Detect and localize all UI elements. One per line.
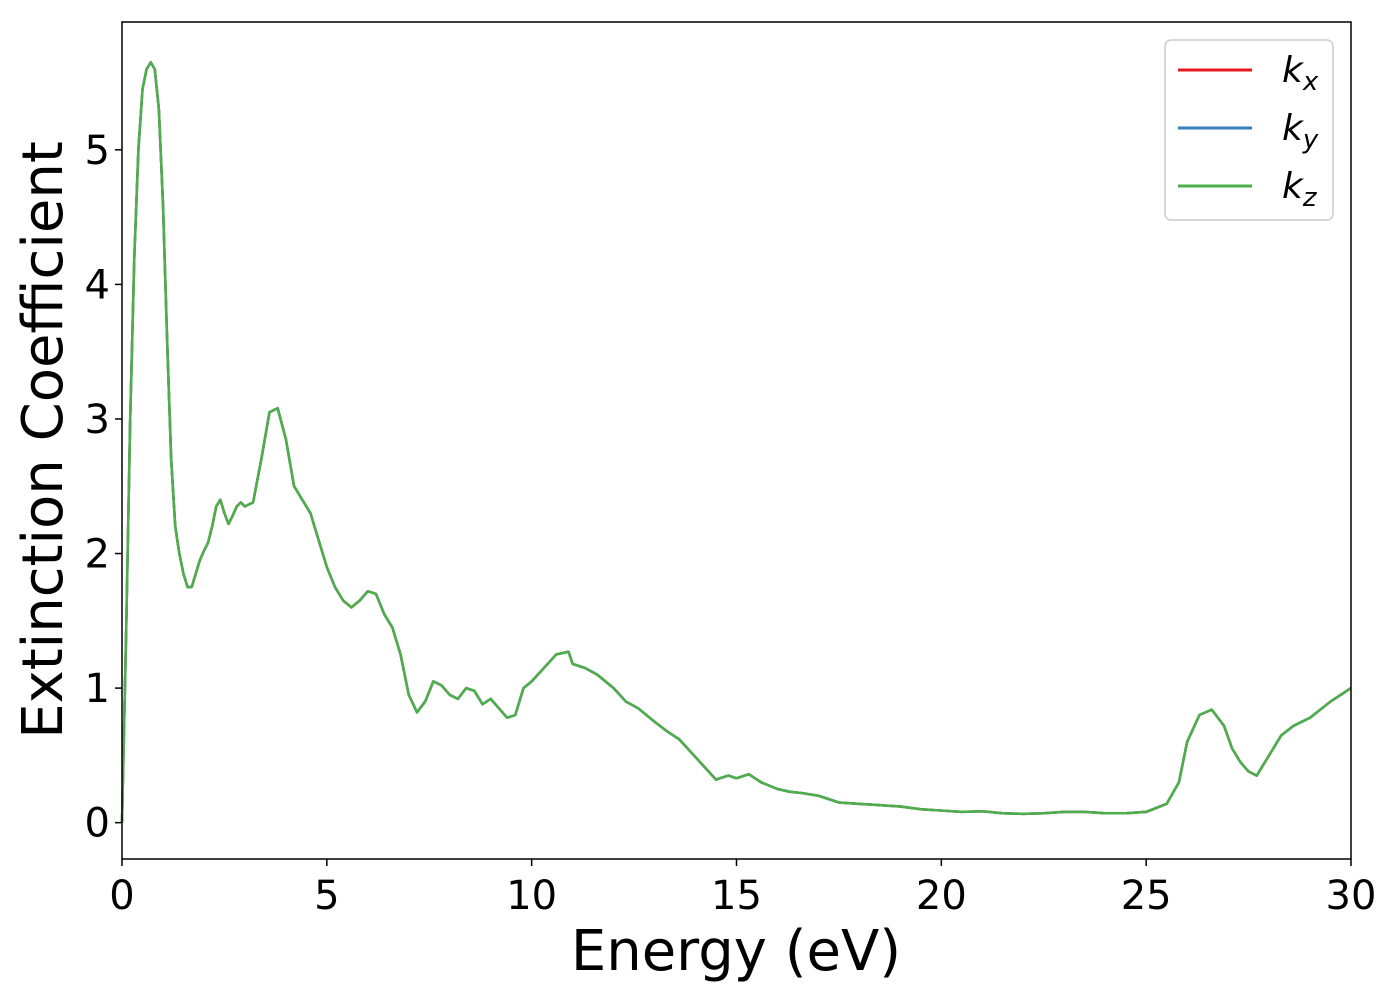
x-tick-label: 0 [109, 873, 134, 919]
legend-label-subscript: y [1302, 125, 1319, 155]
y-tick-label: 5 [85, 128, 110, 174]
series-layer [120, 61, 1352, 823]
legend-label: ky [1282, 108, 1319, 155]
y-tick-label: 0 [85, 801, 110, 847]
y-tick-label: 3 [85, 397, 110, 443]
legend-label-subscript: x [1302, 67, 1319, 97]
x-tick-label: 25 [1121, 873, 1172, 919]
legend-label: kz [1282, 166, 1318, 213]
legend-entry-ky: ky [1178, 108, 1319, 155]
y-axis-ticks: 0 1 2 3 4 5 [85, 128, 122, 847]
y-axis-title: Extinction Coefficient [11, 141, 76, 739]
y-tick-label: 1 [85, 666, 110, 712]
legend-label-base: k [1282, 50, 1305, 91]
legend-label-base: k [1282, 108, 1305, 149]
legend-box [1164, 39, 1334, 221]
x-tick-label: 10 [506, 873, 557, 919]
legend-label-subscript: z [1302, 183, 1318, 213]
legend-label-base: k [1282, 166, 1305, 207]
series-line-kz [120, 61, 1352, 823]
x-tick-label: 20 [916, 873, 967, 919]
x-tick-label: 15 [711, 873, 762, 919]
x-tick-label: 5 [314, 873, 339, 919]
x-tick-label: 30 [1326, 873, 1377, 919]
legend-entry-kx: kx [1178, 50, 1319, 97]
y-tick-label: 2 [85, 532, 110, 578]
legend-entry-kz: kz [1178, 166, 1318, 213]
x-axis-ticks: 0 5 10 15 20 25 30 [109, 859, 1376, 919]
x-axis-title: Energy (eV) [571, 919, 901, 984]
y-tick-label: 4 [85, 262, 110, 308]
legend-label: kx [1282, 50, 1319, 97]
